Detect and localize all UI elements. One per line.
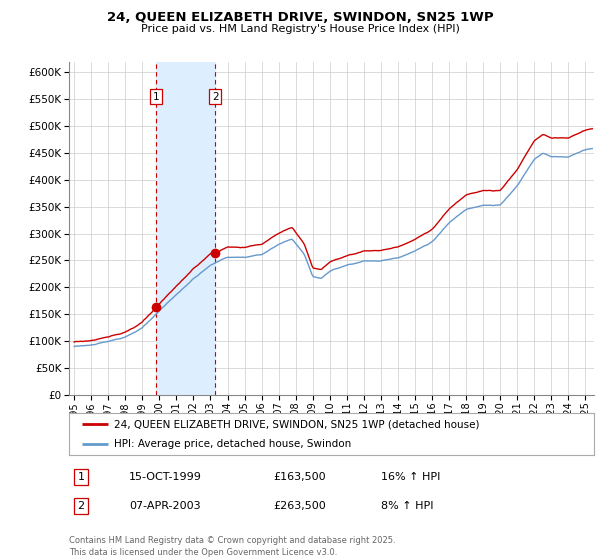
Text: 16% ↑ HPI: 16% ↑ HPI [381,472,440,482]
Text: 2: 2 [77,501,85,511]
Text: £163,500: £163,500 [273,472,326,482]
Text: 8% ↑ HPI: 8% ↑ HPI [381,501,433,511]
Text: 1: 1 [77,472,85,482]
Bar [156,62,215,395]
Text: 24, QUEEN ELIZABETH DRIVE, SWINDON, SN25 1WP (detached house): 24, QUEEN ELIZABETH DRIVE, SWINDON, SN25… [113,419,479,429]
Text: 2: 2 [212,91,218,101]
Text: Price paid vs. HM Land Registry's House Price Index (HPI): Price paid vs. HM Land Registry's House … [140,24,460,34]
Text: 24, QUEEN ELIZABETH DRIVE, SWINDON, SN25 1WP: 24, QUEEN ELIZABETH DRIVE, SWINDON, SN25… [107,11,493,24]
Text: 07-APR-2003: 07-APR-2003 [129,501,200,511]
Text: £263,500: £263,500 [273,501,326,511]
Text: 1: 1 [152,91,159,101]
Text: 15-OCT-1999: 15-OCT-1999 [129,472,202,482]
Text: HPI: Average price, detached house, Swindon: HPI: Average price, detached house, Swin… [113,439,351,449]
Text: Contains HM Land Registry data © Crown copyright and database right 2025.
This d: Contains HM Land Registry data © Crown c… [69,536,395,557]
